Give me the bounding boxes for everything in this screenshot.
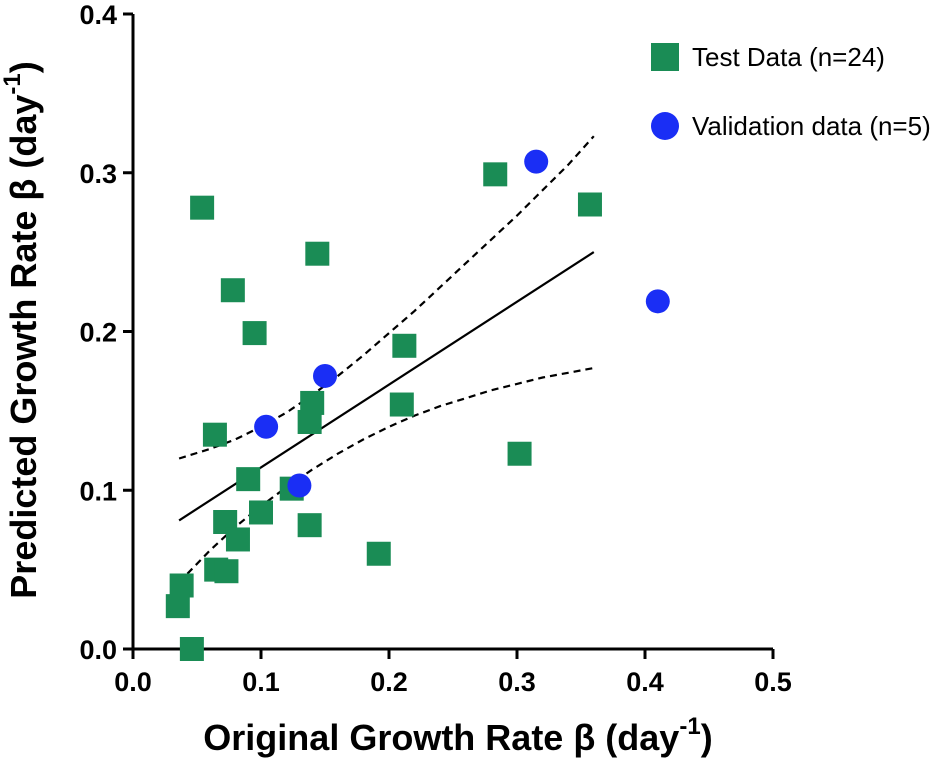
test-data-point (190, 195, 215, 220)
test-data-point (220, 278, 245, 303)
test-data-point (483, 162, 508, 187)
test-data-point (202, 422, 227, 447)
test-data-point (507, 441, 532, 466)
y-tick-label: 0.0 (79, 635, 117, 665)
test-data-point (297, 409, 322, 434)
x-tick-label: 0.1 (242, 667, 280, 697)
x-tick-label: 0.3 (498, 667, 536, 697)
test-data-point (392, 333, 417, 358)
x-tick-label: 0.2 (370, 667, 408, 697)
curves (178, 135, 595, 584)
test-data-point (305, 241, 330, 266)
y-axis-title-close: ) (3, 61, 44, 73)
x-axis-title-superscript: -1 (679, 713, 700, 740)
legend-label-validation-data: Validation data (n=5) (692, 111, 931, 141)
legend-label-test-data: Test Data (n=24) (692, 42, 885, 72)
test-data-point (225, 527, 250, 552)
validation-data-point (645, 289, 670, 314)
test-data-point (389, 392, 414, 417)
y-tick-label: 0.2 (79, 318, 117, 348)
legend-marker-validation-data (651, 112, 679, 140)
test-data-point (249, 500, 273, 525)
x-axis-title-text: Original Growth Rate β (day (203, 717, 679, 758)
validation-data-point (254, 414, 279, 439)
test-data-point (366, 541, 391, 566)
test-data-point (242, 321, 267, 346)
validation-data-point (524, 149, 549, 174)
test-data-point (169, 573, 194, 598)
y-axis-title: Predicted Growth Rate β (day-1) (0, 61, 44, 598)
y-axis-title-text: Predicted Growth Rate β (day (3, 95, 44, 599)
x-axis-title: Original Growth Rate β (day-1) (203, 713, 712, 758)
test-data-point (165, 594, 190, 619)
y-axis-title-superscript: -1 (0, 73, 26, 94)
test-data-point (297, 513, 322, 538)
y-tick-label: 0.1 (79, 476, 117, 506)
y-tick-label: 0.3 (79, 159, 117, 189)
test-data-point (577, 192, 602, 217)
legend: Test Data (n=24) Validation data (n=5) (651, 42, 931, 141)
x-tick-label: 0.4 (626, 667, 664, 697)
test-data-point (214, 559, 239, 584)
data-points (165, 149, 670, 661)
y-tick-label: 0.4 (79, 0, 117, 30)
ticks: 0.0 0.1 0.2 0.3 0.4 0.5 0.0 0.1 0.2 0.3 0.4 (79, 0, 791, 697)
test-data-point (236, 467, 261, 492)
x-axis-title-close: ) (701, 717, 713, 758)
confidence-band-upper (178, 135, 595, 460)
validation-data-point (313, 363, 337, 388)
axes (131, 14, 773, 651)
test-data-point (179, 637, 204, 661)
x-tick-label: 0.0 (114, 667, 152, 697)
validation-data-point (287, 473, 312, 498)
legend-marker-test-data (651, 43, 679, 71)
x-tick-label: 0.5 (754, 667, 792, 697)
